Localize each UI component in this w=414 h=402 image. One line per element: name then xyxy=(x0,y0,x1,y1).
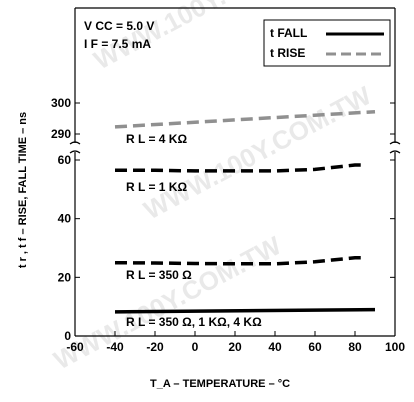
watermark-2: WWW.100Y.COM.TW xyxy=(139,80,377,225)
x-tick-label: 80 xyxy=(348,340,362,354)
x-tick-labels: -60 -40 -20 0 20 40 60 80 100 xyxy=(66,331,405,354)
condition-vcc: V CC = 5.0 V xyxy=(84,19,154,33)
curve-label-rise-350: R L = 350 Ω xyxy=(126,268,192,282)
x-tick-label: -20 xyxy=(146,340,164,354)
legend-label-fall: t FALL xyxy=(270,26,307,40)
y-axis-title: t r , t f – RISE, FALL TIME – ns xyxy=(17,112,29,268)
x-tick-label: -60 xyxy=(66,340,84,354)
series-rise-1k xyxy=(115,163,365,173)
x-tick-label: 60 xyxy=(308,340,322,354)
plot-frame xyxy=(69,7,401,337)
legend-label-rise: t RISE xyxy=(270,46,305,60)
legend-box xyxy=(263,19,391,67)
axis-break-right-lower xyxy=(389,150,401,154)
y-tick-label: 290 xyxy=(51,127,71,141)
condition-if: I F = 7.5 mA xyxy=(84,37,151,51)
series-lines xyxy=(114,109,376,314)
curve-label-fall: R L = 350 Ω, 1 KΩ, 4 KΩ xyxy=(126,315,262,329)
curve-label-rise-1k: R L = 1 KΩ xyxy=(126,180,187,194)
x-tick-label: 40 xyxy=(268,340,282,354)
series-rise-350 xyxy=(114,255,365,266)
y-tick-label: 40 xyxy=(58,212,72,226)
y-tick-labels: 0 20 40 60 290 300 xyxy=(51,96,395,343)
axis-break-left-lower xyxy=(69,150,81,154)
x-tick-label: -40 xyxy=(106,340,124,354)
y-tick-label: 20 xyxy=(58,270,72,284)
legend: t FALL t RISE xyxy=(263,19,391,67)
y-tick-label: 60 xyxy=(58,153,72,167)
x-tick-label: 20 xyxy=(228,340,242,354)
series-fall-all xyxy=(114,307,376,314)
curve-labels: R L = 4 KΩ R L = 1 KΩ R L = 350 Ω R L = … xyxy=(126,132,262,329)
test-conditions: V CC = 5.0 V I F = 7.5 mA xyxy=(84,19,154,51)
curve-label-rise-4k: R L = 4 KΩ xyxy=(126,132,187,146)
x-tick-label: 0 xyxy=(192,340,199,354)
y-tick-label: 0 xyxy=(64,329,71,343)
series-rise-4k xyxy=(114,109,376,129)
axis-break-left-upper xyxy=(69,141,81,145)
axis-break-right-upper xyxy=(389,141,401,145)
watermark-3: WWW.100Y.COM.TW xyxy=(49,230,287,375)
x-axis-title: T_A – TEMPERATURE – °C xyxy=(150,378,290,390)
y-tick-label: 300 xyxy=(51,96,71,110)
x-tick-label: 100 xyxy=(385,340,405,354)
